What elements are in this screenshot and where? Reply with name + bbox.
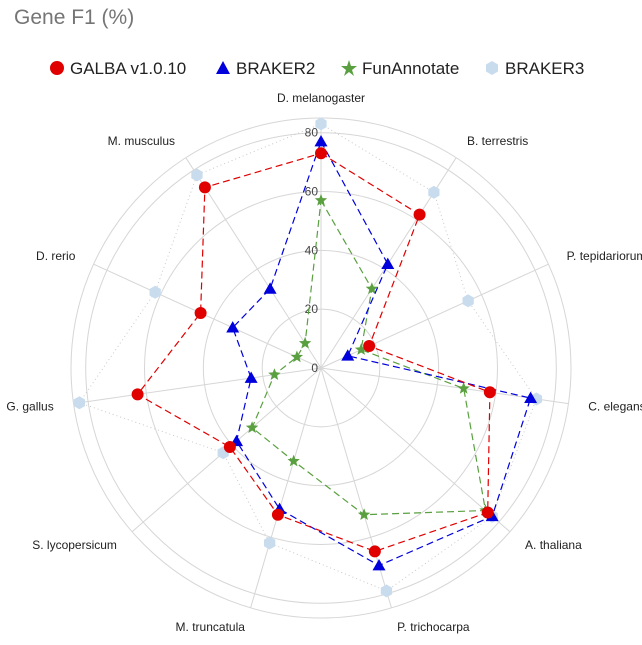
data-point-star xyxy=(354,343,368,355)
data-point-hexagon xyxy=(264,536,276,550)
series-braker3 xyxy=(73,117,543,598)
data-point-circle xyxy=(368,545,381,558)
radar-grid xyxy=(70,117,572,619)
data-point-circle xyxy=(131,388,144,401)
data-point-star xyxy=(268,368,281,380)
category-label: C. elegans xyxy=(588,399,642,413)
category-label: S. lycopersicum xyxy=(32,538,117,552)
category-labels: D. melanogaster B. terrestris P. tepidario… xyxy=(6,91,642,634)
series-galba-v1-0-10 xyxy=(131,147,496,558)
data-point-triangle xyxy=(263,282,277,294)
legend-label: BRAKER3 xyxy=(505,59,585,78)
data-point-circle xyxy=(194,307,207,320)
grid-spoke xyxy=(73,367,322,405)
data-point-hexagon xyxy=(380,584,393,598)
legend-circle-icon xyxy=(50,61,64,75)
data-point-hexagon xyxy=(315,117,327,131)
grid-spoke xyxy=(320,367,392,609)
category-label: P. tepidariorum xyxy=(567,249,642,263)
data-point-triangle xyxy=(226,321,240,333)
data-point-triangle xyxy=(524,391,538,404)
category-label: D. rerio xyxy=(36,249,76,263)
series-funannotate xyxy=(245,193,492,520)
legend-star-icon xyxy=(341,60,357,76)
data-point-circle xyxy=(363,340,376,353)
radial-tick-label: 0 xyxy=(311,361,318,375)
data-point-star xyxy=(457,382,470,394)
data-point-hexagon xyxy=(149,285,161,299)
grid-spoke xyxy=(93,263,322,369)
grid-spoke xyxy=(320,263,549,369)
data-point-circle xyxy=(223,440,236,453)
category-label: B. terrestris xyxy=(467,134,528,148)
data-point-star xyxy=(245,421,259,433)
grid-spoke xyxy=(250,367,322,609)
data-point-star xyxy=(357,508,371,520)
data-point-triangle xyxy=(372,559,386,571)
data-point-star xyxy=(314,193,328,206)
data-point-star xyxy=(365,282,379,295)
data-point-hexagon xyxy=(191,168,203,182)
data-point-circle xyxy=(483,386,496,399)
category-label: D. melanogaster xyxy=(277,91,365,105)
radial-tick-label: 20 xyxy=(305,302,319,316)
data-point-hexagon xyxy=(73,396,85,410)
radial-tick-label: 60 xyxy=(305,185,319,199)
category-label: G. gallus xyxy=(6,399,53,413)
data-point-triangle xyxy=(341,349,355,361)
grid-spoke xyxy=(320,367,511,533)
legend: GALBA v1.0.10 BRAKER2 FunAnnotate BRAKER… xyxy=(0,56,642,84)
category-label: P. trichocarpa xyxy=(397,620,470,634)
data-point-triangle xyxy=(244,371,258,383)
data-point-triangle xyxy=(381,257,395,269)
series-line xyxy=(232,140,532,567)
chart-title: Gene F1 (%) xyxy=(14,6,135,29)
data-point-hexagon xyxy=(428,185,440,199)
data-point-hexagon xyxy=(462,294,474,308)
data-point-triangle xyxy=(314,135,328,147)
data-point-circle xyxy=(481,506,494,519)
series-braker2 xyxy=(226,135,538,571)
data-point-star xyxy=(298,336,312,349)
legend-hexagon-icon xyxy=(486,61,498,75)
radial-tick-label: 80 xyxy=(305,126,319,140)
category-label: M. truncatula xyxy=(176,620,246,634)
data-point-circle xyxy=(413,208,426,221)
data-point-circle xyxy=(271,508,284,521)
category-label: A. thaliana xyxy=(525,538,582,552)
grid-spoke xyxy=(185,157,322,369)
legend-label: GALBA v1.0.10 xyxy=(70,59,187,78)
series-line xyxy=(136,152,491,553)
legend-triangle-icon xyxy=(216,61,230,74)
data-point-circle xyxy=(198,181,211,194)
legend-label: FunAnnotate xyxy=(362,59,460,78)
data-point-star xyxy=(287,454,300,467)
series-layer xyxy=(73,117,543,598)
data-point-star xyxy=(290,350,304,363)
category-label: M. musculus xyxy=(108,134,175,148)
legend-label: BRAKER2 xyxy=(236,59,316,78)
data-point-circle xyxy=(315,147,327,160)
